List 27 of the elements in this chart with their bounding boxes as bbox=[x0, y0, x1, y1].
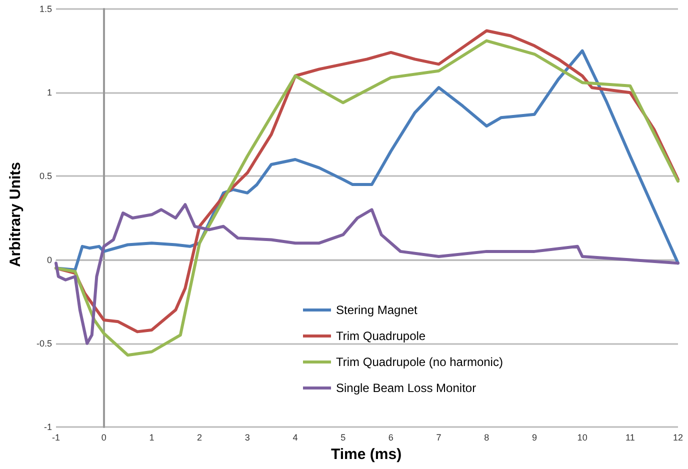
y-tick-label: -1 bbox=[44, 422, 52, 432]
x-tick-label: 9 bbox=[532, 432, 537, 442]
y-tick-label: -0.5 bbox=[36, 338, 52, 348]
x-tick-label: 4 bbox=[292, 432, 298, 442]
x-tick-label: 1 bbox=[149, 432, 154, 442]
x-tick-label: 10 bbox=[577, 432, 588, 442]
x-tick-label: 3 bbox=[244, 432, 250, 442]
legend-label: Trim Quadrupole bbox=[336, 329, 426, 343]
line-series bbox=[54, 49, 680, 272]
x-tick-label: 12 bbox=[672, 432, 684, 442]
x-tick-label: 2 bbox=[197, 432, 202, 442]
y-tick-label: 1.5 bbox=[39, 4, 52, 14]
x-tick-label: 0 bbox=[101, 432, 106, 442]
line-series bbox=[54, 203, 680, 345]
y-tick-label: 1 bbox=[46, 88, 52, 98]
x-tick-label: 6 bbox=[388, 432, 394, 442]
legend-label: Trim Quadrupole (no harmonic) bbox=[336, 355, 503, 369]
y-tick-label: 0 bbox=[46, 254, 52, 265]
x-tick-label: 5 bbox=[340, 432, 346, 442]
legend-label: Stering Magnet bbox=[336, 303, 418, 317]
legend-label: Single Beam Loss Monitor bbox=[336, 381, 476, 395]
x-tick-label: 7 bbox=[436, 432, 442, 442]
y-tick-label: 0.5 bbox=[39, 171, 52, 182]
y-axis-title: Arbitrary Units bbox=[7, 162, 24, 268]
x-axis-title: Time (ms) bbox=[331, 446, 402, 463]
x-tick-label: 11 bbox=[625, 432, 635, 442]
x-tick-label: 8 bbox=[484, 432, 490, 442]
